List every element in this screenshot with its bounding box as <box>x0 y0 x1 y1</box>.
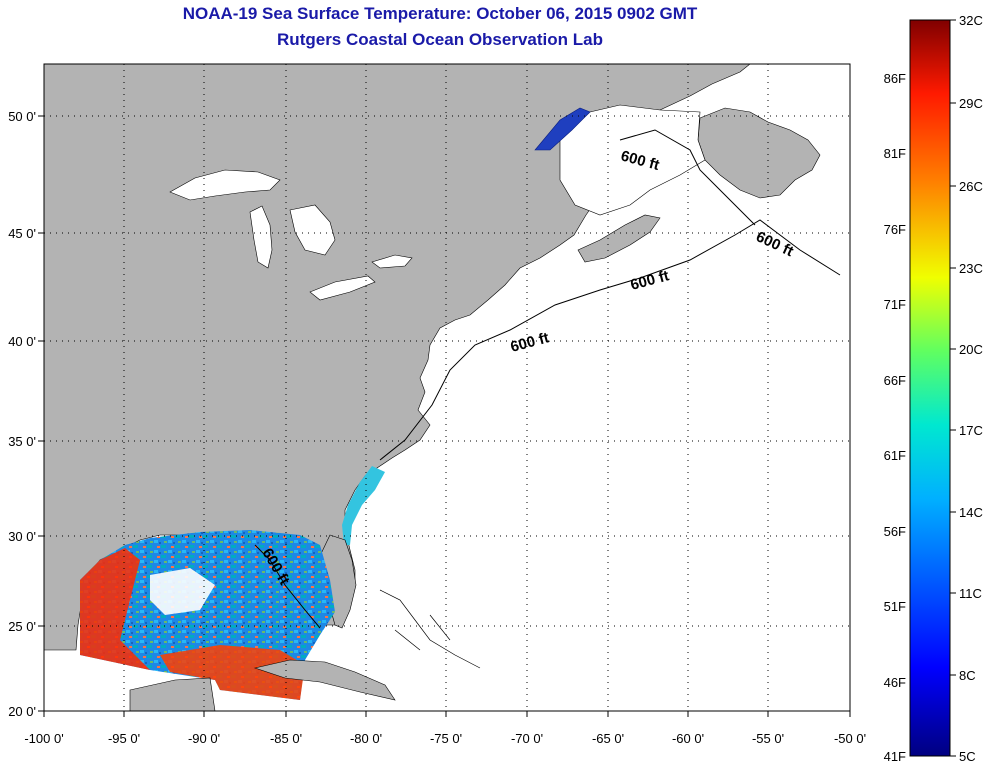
shelf-contour-600ft-gulf <box>254 544 321 629</box>
lon-tick-label: -90 0' <box>188 731 220 746</box>
lat-tick-label: 40 0' <box>8 334 36 349</box>
colorbar-celsius-label: 17C <box>959 423 983 438</box>
map-subtitle: Rutgers Coastal Ocean Observation Lab <box>277 30 603 49</box>
colorbar-fahrenheit-label: 76F <box>884 222 906 237</box>
lon-tick-label: -70 0' <box>511 731 543 746</box>
land-cuba <box>253 659 396 701</box>
colorbar-celsius-label: 5C <box>959 749 976 764</box>
land-yucatan <box>129 677 216 711</box>
lon-tick-label: -85 0' <box>270 731 302 746</box>
lake-huron <box>289 204 336 256</box>
colorbar-fahrenheit-label: 56F <box>884 524 906 539</box>
colorbar-celsius-label: 26C <box>959 179 983 194</box>
lon-tick-label: -75 0' <box>430 731 462 746</box>
sst-atlantic-strip <box>342 466 385 545</box>
sst-gulf-warm-south <box>160 645 305 700</box>
colorbar-fahrenheit-label: 81F <box>884 146 906 161</box>
gulf-of-st-lawrence <box>559 104 706 216</box>
lat-tick-label: 30 0' <box>8 529 36 544</box>
lon-tick-label: -60 0' <box>672 731 704 746</box>
lake-erie <box>309 275 376 301</box>
lon-tick-label: -55 0' <box>752 731 784 746</box>
colorbar-celsius-label: 20C <box>959 342 983 357</box>
lake-michigan <box>249 205 273 269</box>
colorbar-labels: 32C 29C 26C 23C 20C 17C 14C 11C 8C 5C 86F 81F 76F 71F… <box>884 13 983 764</box>
colorbar-fahrenheit-label: 41F <box>884 749 906 764</box>
lat-tick-label: 45 0' <box>8 226 36 241</box>
lon-tick-label: -50 0' <box>834 731 866 746</box>
st-lawrence-river <box>534 107 591 151</box>
colorbar-fahrenheit-label: 71F <box>884 297 906 312</box>
sst-colorbar <box>909 19 951 757</box>
lon-tick-label: -100 0' <box>24 731 63 746</box>
lake-superior <box>169 169 281 201</box>
lon-tick-label: -80 0' <box>350 731 382 746</box>
graticule <box>44 64 850 711</box>
shelf-contour-600ft-north <box>619 129 756 226</box>
lon-tick-label: -95 0' <box>108 731 140 746</box>
colorbar-celsius-label: 14C <box>959 505 983 520</box>
shelf-contour-600ft <box>379 219 841 461</box>
map-title: NOAA-19 Sea Surface Temperature: October… <box>182 4 698 23</box>
colorbar-celsius-label: 29C <box>959 96 983 111</box>
colorbar-celsius-label: 23C <box>959 261 983 276</box>
sst-gulf-cloud <box>150 568 215 615</box>
colorbar-fahrenheit-label: 86F <box>884 71 906 86</box>
lon-tick-label: -65 0' <box>592 731 624 746</box>
axis-ticks: -100 0' -95 0' -90 0' -85 0' -80 0' -75 0' -70… <box>8 109 866 746</box>
colorbar-celsius-label: 8C <box>959 668 976 683</box>
lat-tick-label: 50 0' <box>8 109 36 124</box>
colorbar-fahrenheit-label: 66F <box>884 373 906 388</box>
land-newfoundland <box>697 107 821 199</box>
lat-tick-label: 20 0' <box>8 704 36 719</box>
colorbar-fahrenheit-label: 61F <box>884 448 906 463</box>
lat-tick-label: 25 0' <box>8 619 36 634</box>
colorbar-celsius-label: 32C <box>959 13 983 28</box>
colorbar-fahrenheit-label: 51F <box>884 599 906 614</box>
land-nova-scotia <box>577 214 661 263</box>
colorbar-fahrenheit-label: 46F <box>884 675 906 690</box>
sst-gulf-warm-west <box>80 548 150 670</box>
map-frame <box>43 63 851 712</box>
colorbar-celsius-label: 11C <box>959 586 982 601</box>
lake-ontario <box>371 254 413 269</box>
bahamas <box>379 589 481 669</box>
lat-tick-label: 35 0' <box>8 434 36 449</box>
